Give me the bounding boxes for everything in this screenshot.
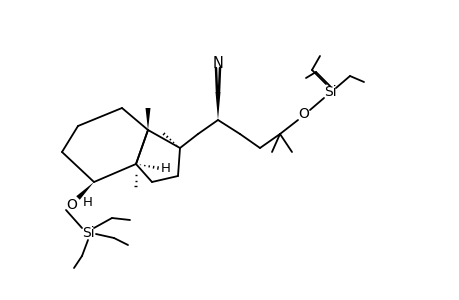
- Text: Si: Si: [323, 85, 336, 99]
- Text: Si: Si: [82, 226, 94, 240]
- Text: H: H: [83, 196, 93, 208]
- Polygon shape: [145, 108, 150, 130]
- Text: O: O: [67, 198, 77, 212]
- Text: O: O: [298, 107, 309, 121]
- Polygon shape: [215, 92, 220, 120]
- Polygon shape: [76, 182, 94, 200]
- Text: H: H: [161, 161, 171, 175]
- Text: N: N: [212, 56, 223, 70]
